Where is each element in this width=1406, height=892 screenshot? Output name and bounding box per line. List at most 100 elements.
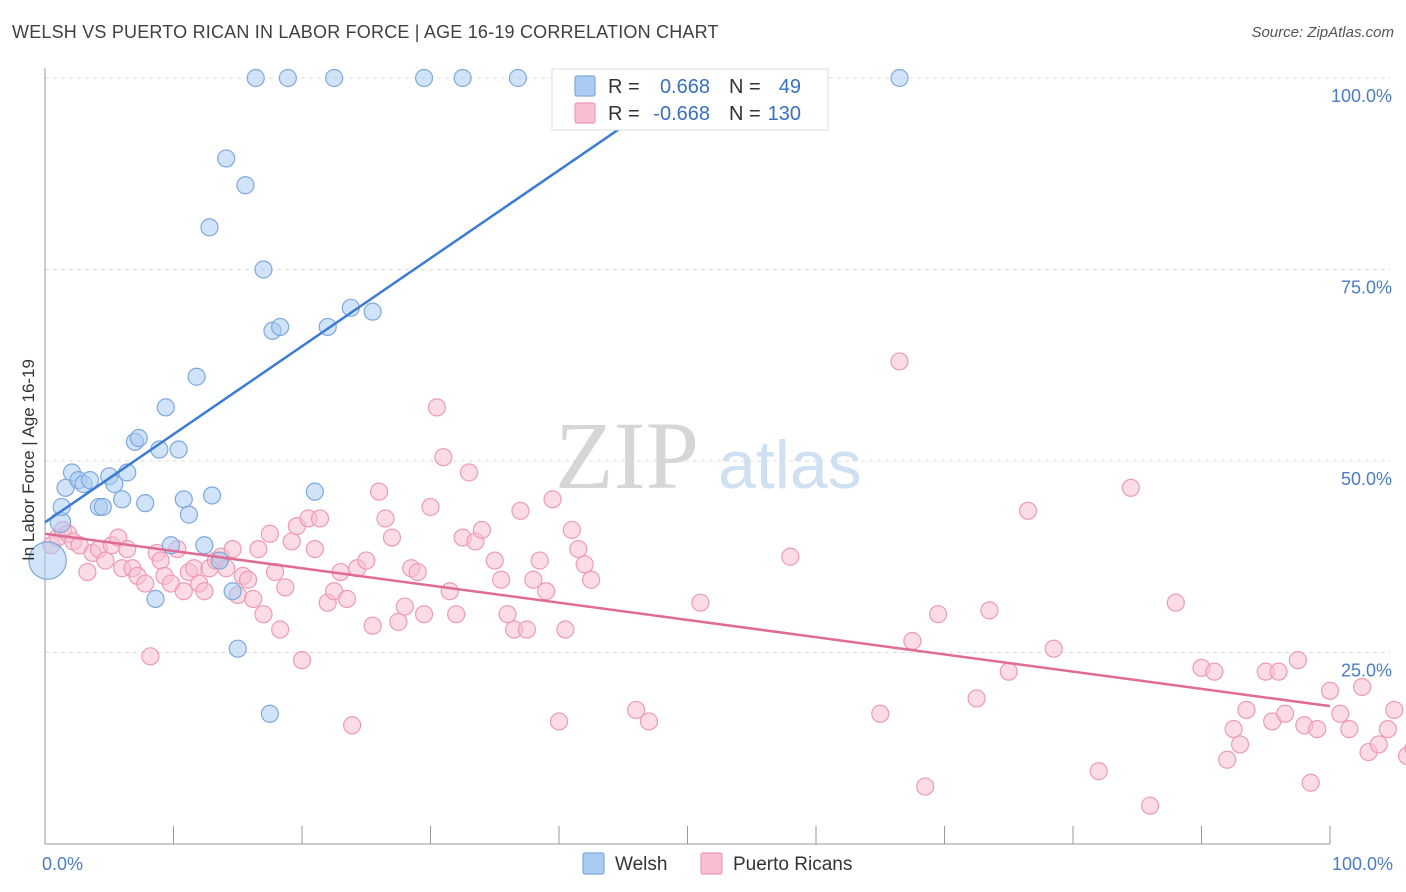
axis-layer: 25.0% 50.0% 75.0% 100.0% 0.0% 100.0% xyxy=(42,68,1393,874)
welsh-point xyxy=(260,704,279,723)
welsh-point xyxy=(129,428,148,448)
legend-pr-n-value: 130 xyxy=(768,103,801,125)
puerto-rican-point xyxy=(1121,478,1140,497)
legend-pr-r-value: -0.668 xyxy=(653,103,710,125)
puerto-rican-point xyxy=(549,712,569,731)
puerto-rican-point xyxy=(376,509,395,528)
puerto-rican-point xyxy=(421,497,440,517)
welsh-point xyxy=(254,260,273,279)
puerto-rican-point xyxy=(582,570,601,589)
legend-pr-r-label: R = xyxy=(608,103,640,125)
source-label: Source: ZipAtlas.com xyxy=(1251,24,1394,41)
trend-lines xyxy=(44,107,1331,708)
welsh-trend-line xyxy=(44,107,650,524)
puerto-rican-point xyxy=(1140,796,1160,815)
puerto-rican-point xyxy=(195,582,214,601)
welsh-point xyxy=(453,68,472,88)
puerto-rican-point xyxy=(254,605,273,624)
puerto-rican-point xyxy=(1369,735,1388,754)
puerto-rican-point xyxy=(485,551,504,570)
puerto-rican-point xyxy=(498,605,517,624)
puerto-rican-point xyxy=(310,509,330,528)
puerto-rican-point xyxy=(871,704,890,723)
puerto-rican-point xyxy=(292,651,312,670)
legend-welsh-r-label: R = xyxy=(608,76,640,98)
puerto-rican-point xyxy=(511,501,530,520)
puerto-rican-point xyxy=(472,520,491,540)
puerto-rican-point xyxy=(524,570,543,589)
puerto-rican-point xyxy=(1230,735,1250,754)
puerto-rican-point xyxy=(1205,662,1224,681)
puerto-rican-point xyxy=(1018,501,1038,520)
puerto-rican-point xyxy=(626,700,646,720)
puerto-rican-point xyxy=(569,539,588,559)
puerto-rican-point xyxy=(916,777,935,796)
puerto-rican-point xyxy=(305,539,324,559)
puerto-rican-point xyxy=(427,398,447,417)
welsh-point xyxy=(210,551,229,570)
puerto-rican-point xyxy=(639,712,659,731)
puerto-rican-point xyxy=(141,647,160,666)
puerto-rican-point xyxy=(928,605,948,624)
puerto-rican-point xyxy=(537,582,556,601)
welsh-point xyxy=(363,302,382,321)
welsh-point xyxy=(187,367,206,386)
puerto-rican-point xyxy=(370,482,389,501)
puerto-rican-point xyxy=(1301,773,1320,792)
puerto-rican-point xyxy=(96,551,115,570)
watermark-zip: ZIP xyxy=(555,402,699,509)
puerto-rican-point xyxy=(1224,719,1243,739)
welsh-point xyxy=(890,68,909,88)
y-tick-label: 100.0% xyxy=(1331,86,1392,106)
puerto-rican-point xyxy=(999,662,1018,681)
puerto-rican-point xyxy=(1218,750,1237,769)
puerto-rican-point xyxy=(1353,677,1372,697)
welsh-point xyxy=(93,497,112,517)
puerto-rican-point xyxy=(414,605,434,624)
puerto-rican-point xyxy=(1166,593,1185,612)
welsh-point xyxy=(414,68,434,88)
welsh-point xyxy=(80,471,100,490)
puerto-rican-point xyxy=(337,589,357,608)
legend-pr-n-label: N = xyxy=(729,103,761,125)
puerto-rican-point xyxy=(530,551,549,570)
puerto-rican-point xyxy=(151,551,170,570)
puerto-rican-point xyxy=(459,463,479,482)
legend-welsh-r-value: 0.668 xyxy=(660,76,710,98)
correlation-legend: R = 0.668 N = 49 R = -0.668 N = 130 xyxy=(551,68,829,131)
puerto-rican-point xyxy=(434,448,453,467)
x-tick-label: 100.0% xyxy=(1332,854,1393,874)
puerto-rican-point xyxy=(282,532,301,551)
puerto-rican-point xyxy=(562,520,581,540)
puerto-rican-point xyxy=(238,570,258,589)
puerto-rican-point xyxy=(223,539,242,559)
legend-pr-swatch xyxy=(574,102,596,124)
welsh-point xyxy=(179,505,199,524)
puerto-rican-point xyxy=(363,616,382,635)
puerto-rican-point xyxy=(980,601,999,620)
welsh-point xyxy=(236,176,255,195)
welsh-point xyxy=(271,317,290,337)
y-axis-label: In Labor Force | Age 16-19 xyxy=(19,359,38,561)
puerto-rican-point xyxy=(781,547,800,566)
welsh-point xyxy=(246,68,265,88)
puerto-rican-point xyxy=(382,528,402,547)
puerto-rican-point xyxy=(184,559,204,578)
welsh-point xyxy=(223,582,242,601)
puerto-rican-point xyxy=(1044,639,1063,658)
puerto-rican-point xyxy=(517,620,536,639)
welsh-point xyxy=(156,398,175,417)
welsh-point xyxy=(174,490,193,509)
series-legend: Welsh Puerto Ricans xyxy=(582,852,852,875)
legend-welsh-n-label: N = xyxy=(729,76,761,98)
puerto-rican-point xyxy=(903,631,922,651)
watermark: ZIP atlas xyxy=(555,402,862,509)
welsh-point xyxy=(146,589,165,608)
puerto-rican-point xyxy=(244,589,263,608)
y-tick-label: 25.0% xyxy=(1341,661,1392,681)
puerto-rican-point xyxy=(408,562,427,582)
puerto-rican-point xyxy=(440,582,459,601)
puerto-rican-point xyxy=(1308,719,1327,739)
welsh-point xyxy=(228,639,247,658)
watermark-atlas: atlas xyxy=(718,427,862,503)
